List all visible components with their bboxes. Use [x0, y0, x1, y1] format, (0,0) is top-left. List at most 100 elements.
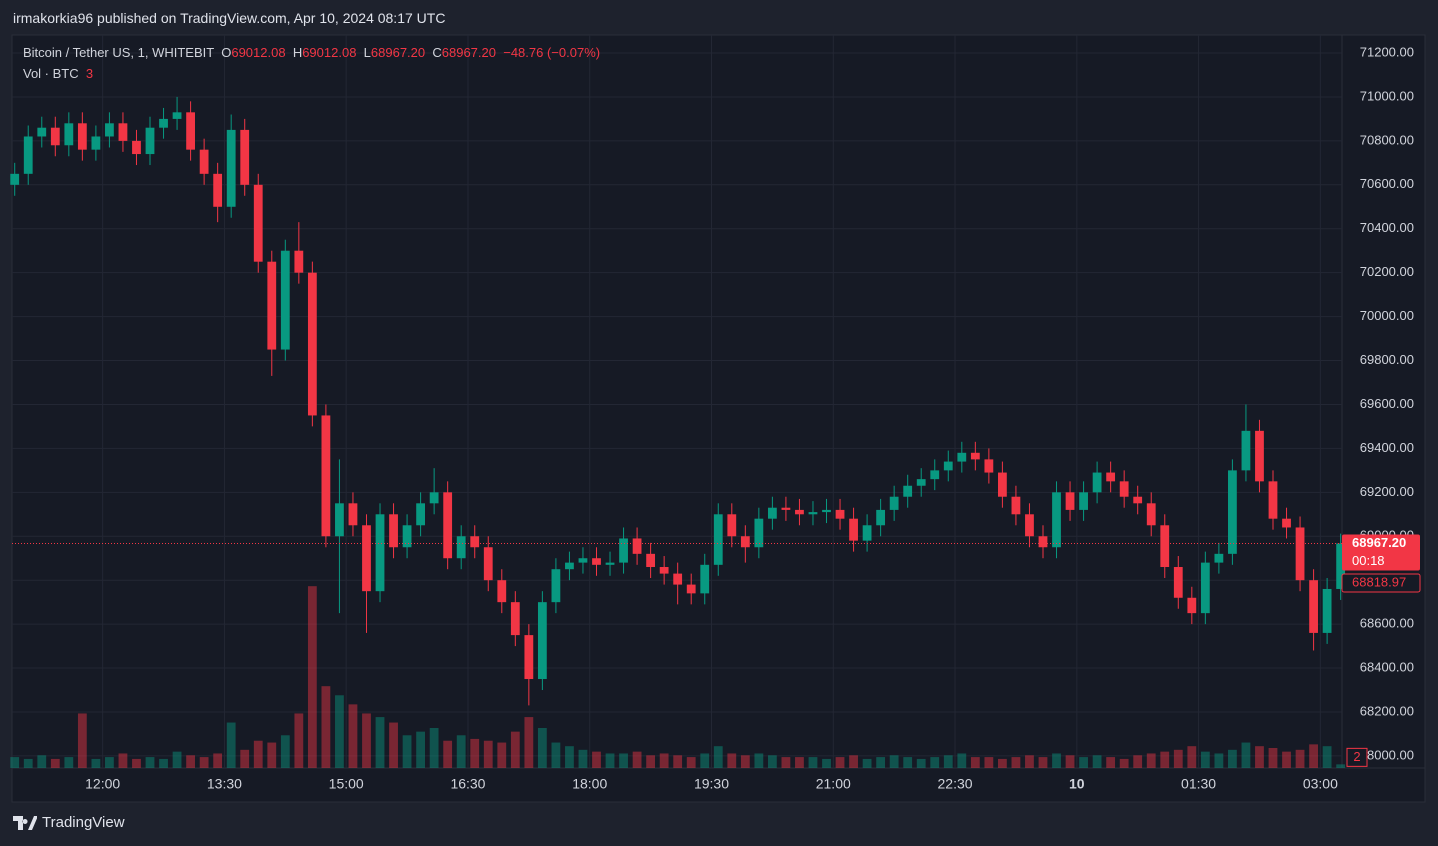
candle-body	[619, 538, 628, 563]
candle-body	[565, 562, 574, 570]
volume-bar	[186, 755, 195, 768]
candle-body	[754, 518, 764, 548]
high-value: 69012.08	[302, 45, 357, 60]
candle-body	[1146, 503, 1156, 526]
candle-body	[605, 562, 615, 565]
volume-bar	[91, 758, 101, 768]
y-tick-label: 70400.00	[1360, 220, 1414, 235]
volume-bar	[1119, 758, 1129, 768]
volume-bar	[213, 753, 223, 768]
volume-bar	[10, 757, 20, 768]
volume-bar	[321, 686, 331, 768]
candle-body	[10, 173, 20, 185]
candle-body	[578, 558, 588, 563]
volume-tag	[1346, 747, 1368, 767]
candle-body	[930, 470, 940, 480]
volume-bar	[1146, 753, 1156, 768]
volume-bar	[429, 728, 439, 768]
candle-body	[943, 461, 953, 471]
volume-bar	[930, 757, 940, 768]
candle-body	[1268, 481, 1278, 519]
publish-header: irmakorkia96 published on TradingView.co…	[13, 10, 446, 26]
volume-bar	[240, 749, 250, 768]
candle-body	[37, 127, 47, 137]
countdown: 00:18	[1352, 553, 1385, 568]
volume-bar	[1309, 744, 1318, 768]
x-tick-label: 22:30	[938, 776, 973, 792]
candle-body	[1092, 472, 1102, 493]
candle-body	[1160, 525, 1170, 568]
y-tick-label: 68600.00	[1360, 616, 1414, 631]
volume-bar	[537, 728, 547, 768]
volume-bar	[226, 722, 236, 768]
volume-bar	[862, 758, 872, 768]
volume-bar	[916, 758, 926, 768]
candle-body	[673, 573, 683, 585]
candle-body	[362, 525, 371, 592]
volume-bar	[781, 757, 791, 768]
volume-bar	[997, 758, 1007, 768]
candle-body	[389, 514, 398, 548]
candle-body	[226, 129, 236, 207]
volume-bar	[700, 753, 710, 768]
y-tick-label: 69800.00	[1360, 352, 1414, 367]
candle-body	[903, 485, 913, 497]
volume-bar	[673, 755, 683, 768]
candle-body	[524, 635, 534, 680]
candle-body	[1079, 492, 1088, 510]
volume-bar	[267, 742, 277, 768]
candle-body	[253, 184, 263, 262]
volume-bar	[510, 731, 520, 768]
candle-body	[808, 512, 818, 515]
volume-bar	[1282, 751, 1291, 768]
candle-body	[876, 509, 886, 526]
candle-body	[375, 514, 385, 592]
candle-body	[1255, 430, 1264, 482]
volume-bar	[795, 757, 804, 768]
candle-body	[483, 547, 493, 581]
candle-body	[294, 250, 304, 273]
volume-bar	[578, 749, 588, 768]
volume-legend: Vol · BTC 3	[23, 66, 93, 81]
candle-body	[280, 250, 290, 350]
last-price-label: 68967.20	[1352, 535, 1406, 550]
volume-bar	[1200, 751, 1210, 768]
volume-bar	[889, 755, 899, 768]
candle-body	[497, 580, 507, 603]
candle-body	[1214, 553, 1224, 563]
brand-name: TradingView	[42, 814, 125, 831]
volume-bar	[876, 757, 886, 768]
volume-bar	[957, 753, 967, 768]
volume-bar	[659, 753, 669, 768]
candle-body	[727, 514, 737, 537]
candle-body	[822, 509, 831, 513]
candle-body	[456, 536, 466, 559]
candle-body	[1133, 496, 1143, 504]
volume-bar	[23, 758, 33, 768]
close-value: 68967.20	[441, 45, 496, 60]
candle-body	[321, 415, 331, 537]
candle-body	[186, 112, 195, 150]
volume-bar	[849, 755, 858, 768]
x-tick-label: 13:30	[207, 776, 242, 792]
candle-body	[862, 525, 872, 541]
y-tick-label: 69400.00	[1360, 440, 1414, 455]
volume-bar	[362, 713, 371, 768]
candle-body	[77, 123, 87, 150]
candle-body	[443, 492, 453, 559]
volume-bar	[105, 757, 114, 768]
candle-body	[659, 567, 669, 574]
candle-body	[1052, 492, 1061, 548]
volume-bar	[808, 757, 818, 768]
last-price-tag	[1342, 534, 1420, 571]
volume-bar	[307, 586, 317, 768]
candle-body	[889, 496, 899, 510]
candle-body	[740, 536, 750, 548]
volume-bar	[416, 731, 426, 768]
y-tick-label: 68000.00	[1360, 747, 1414, 762]
y-tick-label: 68400.00	[1360, 659, 1414, 674]
h-label: H	[292, 45, 303, 60]
candle-body	[700, 564, 710, 594]
candle-body	[335, 503, 344, 537]
